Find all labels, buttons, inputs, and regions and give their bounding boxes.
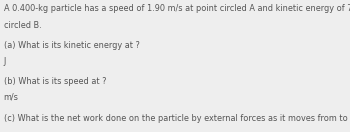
Text: (b) What is its speed at ?: (b) What is its speed at ?	[4, 77, 106, 86]
Text: (c) What is the net work done on the particle by external forces as it moves fro: (c) What is the net work done on the par…	[4, 114, 350, 122]
Text: m/s: m/s	[4, 92, 18, 101]
Text: J: J	[4, 57, 6, 66]
Text: A 0.400-kg particle has a speed of 1.90 m/s at point circled A and kinetic energ: A 0.400-kg particle has a speed of 1.90 …	[4, 4, 350, 13]
Text: (a) What is its kinetic energy at ?: (a) What is its kinetic energy at ?	[4, 41, 139, 50]
Text: circled B.: circled B.	[4, 21, 41, 30]
